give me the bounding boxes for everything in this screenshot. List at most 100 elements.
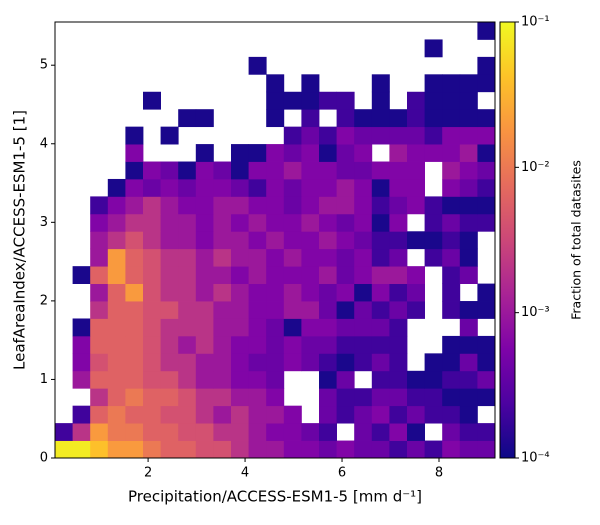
heatmap-cell (354, 126, 373, 145)
heatmap-cell (248, 231, 267, 250)
heatmap-cell (125, 353, 144, 372)
heatmap-cell (248, 56, 267, 75)
heatmap-cell (407, 283, 425, 302)
heatmap-cell (459, 335, 478, 354)
heatmap-cell (319, 335, 337, 354)
heatmap-cell (107, 440, 126, 459)
heatmap-cell (213, 353, 232, 372)
heatmap-cell (248, 388, 267, 407)
y-tick-label: 4 (40, 136, 48, 151)
heatmap-cell (477, 196, 496, 215)
heatmap-cell (354, 231, 373, 250)
heatmap-cell (336, 196, 355, 215)
heatmap-cell (354, 301, 373, 319)
heatmap-cell (283, 405, 302, 424)
heatmap-cell (160, 283, 179, 302)
heatmap-cell (125, 283, 144, 302)
heatmap-cell (231, 405, 249, 424)
heatmap-cell (459, 423, 478, 441)
heatmap-cell (371, 266, 390, 284)
heatmap-cell (389, 178, 408, 197)
heatmap-cell (248, 248, 267, 267)
heatmap-cell (336, 248, 355, 267)
heatmap-cell (371, 283, 390, 302)
heatmap-cell (160, 196, 179, 215)
heatmap-cell (424, 231, 443, 250)
heatmap-cell (459, 353, 478, 372)
heatmap-cell (354, 213, 373, 232)
heatmap-cell (231, 388, 249, 407)
heatmap-cell (424, 126, 443, 145)
heatmap-cell (160, 405, 179, 424)
heatmap-cell (90, 353, 109, 372)
heatmap-cell (143, 423, 161, 441)
heatmap-cell (459, 301, 478, 319)
heatmap-cell (442, 178, 461, 197)
heatmap-cell (195, 248, 214, 267)
heatmap-cell (178, 370, 197, 389)
heatmap-cell (248, 144, 267, 162)
heatmap-cell (143, 231, 161, 250)
heatmap-cell (231, 283, 249, 302)
heatmap-cell (407, 405, 425, 424)
heatmap-cell (442, 353, 461, 372)
heatmap-cell (407, 423, 425, 441)
y-tick-label: 3 (40, 215, 48, 230)
heatmap-cell (301, 440, 320, 459)
heatmap-cell (477, 74, 496, 93)
heatmap-cell (72, 353, 91, 372)
heatmap-cell (90, 405, 109, 424)
heatmap-cell (213, 283, 232, 302)
heatmap-cell (371, 423, 390, 441)
colorbar-tick-label: 10⁻² (521, 160, 550, 175)
y-tick-label: 5 (40, 58, 48, 73)
heatmap-cell (477, 353, 496, 372)
heatmap-cell (178, 335, 197, 354)
heatmap-cell (195, 196, 214, 215)
heatmap-cell (213, 423, 232, 441)
heatmap-cell (442, 213, 461, 232)
heatmap-cell (178, 178, 197, 197)
heatmap-cell (143, 440, 161, 459)
heatmap-cell (283, 283, 302, 302)
heatmap-cell (354, 335, 373, 354)
heatmap-cell (477, 213, 496, 232)
heatmap-cell (90, 370, 109, 389)
heatmap-cell (266, 178, 285, 197)
heatmap-cell (160, 318, 179, 337)
heatmap-cell (354, 248, 373, 267)
heatmap-cell (371, 248, 390, 267)
heatmap-cell (424, 213, 443, 232)
heatmap-cell (371, 178, 390, 197)
heatmap-cell (336, 126, 355, 145)
heatmap-cell (459, 161, 478, 180)
heatmap-cell (178, 301, 197, 319)
y-tick-label: 1 (40, 372, 48, 387)
heatmap-cell (371, 405, 390, 424)
heatmap-cell (371, 301, 390, 319)
heatmap-cell (424, 353, 443, 372)
x-axis-label: Precipitation/ACCESS-ESM1-5 [mm d⁻¹] (128, 488, 422, 506)
heatmap-cell (283, 196, 302, 215)
heatmap-cell (477, 370, 496, 389)
heatmap-cell (389, 370, 408, 389)
heatmap-cell (424, 74, 443, 93)
heatmap-cell (195, 335, 214, 354)
heatmap-cell (90, 301, 109, 319)
heatmap-cell (301, 91, 320, 110)
heatmap-cell (424, 405, 443, 424)
heatmap-cell (442, 335, 461, 354)
heatmap-cell (248, 335, 267, 354)
heatmap-cell (459, 109, 478, 128)
heatmap-cell (459, 248, 478, 267)
heatmap-cell (266, 196, 285, 215)
heatmap-cell (319, 318, 337, 337)
heatmap-cell (354, 423, 373, 441)
heatmap-cell (336, 178, 355, 197)
heatmap-cell (336, 370, 355, 389)
heatmap-cell (213, 231, 232, 250)
heatmap-cell (143, 301, 161, 319)
heatmap-cell (319, 231, 337, 250)
heatmap-cell (477, 109, 496, 128)
heatmap-cell (301, 335, 320, 354)
